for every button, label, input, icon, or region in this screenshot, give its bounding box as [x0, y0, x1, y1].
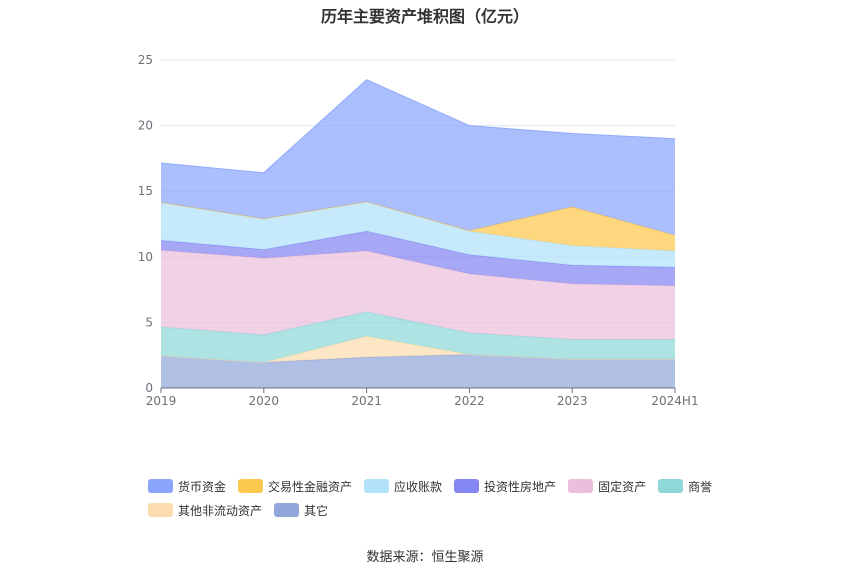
y-tick-label: 20	[138, 119, 153, 133]
legend-item[interactable]: 商誉	[658, 478, 712, 495]
legend-item[interactable]: 货币资金	[148, 478, 226, 495]
legend-item[interactable]: 交易性金融资产	[238, 478, 352, 495]
y-tick-label: 10	[138, 250, 153, 264]
x-tick-label: 2023	[557, 394, 588, 408]
area-series	[161, 250, 675, 340]
legend-swatch	[568, 479, 594, 493]
legend-row-2: 其他非流动资产 其它	[148, 498, 748, 522]
legend-item[interactable]: 投资性房地产	[454, 478, 556, 495]
legend-label: 其他非流动资产	[178, 503, 263, 518]
legend-item[interactable]: 固定资产	[568, 478, 646, 495]
x-tick-label: 2024H1	[651, 394, 698, 408]
legend-swatch	[658, 479, 684, 493]
legend-swatch	[148, 503, 173, 517]
data-source: 数据来源：恒生聚源	[366, 550, 484, 565]
area-series	[161, 79, 675, 236]
series-line	[160, 79, 676, 174]
legend-item[interactable]: 其它	[274, 502, 328, 519]
legend-label: 投资性房地产	[484, 479, 557, 494]
legend: 货币资金 交易性金融资产 应收账款 投资性房地产 固定资产 商誉 其他非流动资产 其它	[148, 474, 748, 522]
area-series	[161, 311, 675, 363]
legend-swatch	[454, 479, 480, 493]
x-tick-label: 2019	[146, 394, 177, 408]
legend-item[interactable]: 应收账款	[364, 478, 442, 495]
legend-label: 交易性金融资产	[268, 479, 353, 494]
legend-label: 固定资产	[598, 479, 647, 494]
x-tick-label: 2021	[351, 394, 382, 408]
legend-item[interactable]: 其他非流动资产	[148, 502, 262, 519]
legend-label: 商誉	[688, 479, 713, 494]
y-tick-label: 0	[145, 381, 153, 395]
x-tick-label: 2022	[454, 394, 485, 408]
x-tick-label: 2020	[249, 394, 280, 408]
area-series	[161, 201, 675, 251]
y-tick-label: 25	[138, 53, 153, 67]
legend-swatch	[148, 479, 173, 493]
legend-label: 货币资金	[178, 479, 227, 494]
legend-swatch	[274, 503, 300, 517]
legend-swatch	[238, 479, 264, 493]
y-tick-label: 5	[145, 315, 153, 329]
y-tick-label: 15	[138, 184, 153, 198]
area-series	[161, 354, 675, 388]
legend-swatch	[364, 479, 390, 493]
area-series	[161, 231, 675, 286]
chart-title: 历年主要资产堆积图（亿元）	[320, 7, 529, 26]
legend-label: 应收账款	[394, 479, 443, 494]
legend-row-1: 货币资金 交易性金融资产 应收账款 投资性房地产 固定资产 商誉	[148, 474, 748, 498]
legend-label: 其它	[304, 503, 329, 518]
area-series	[161, 201, 675, 268]
